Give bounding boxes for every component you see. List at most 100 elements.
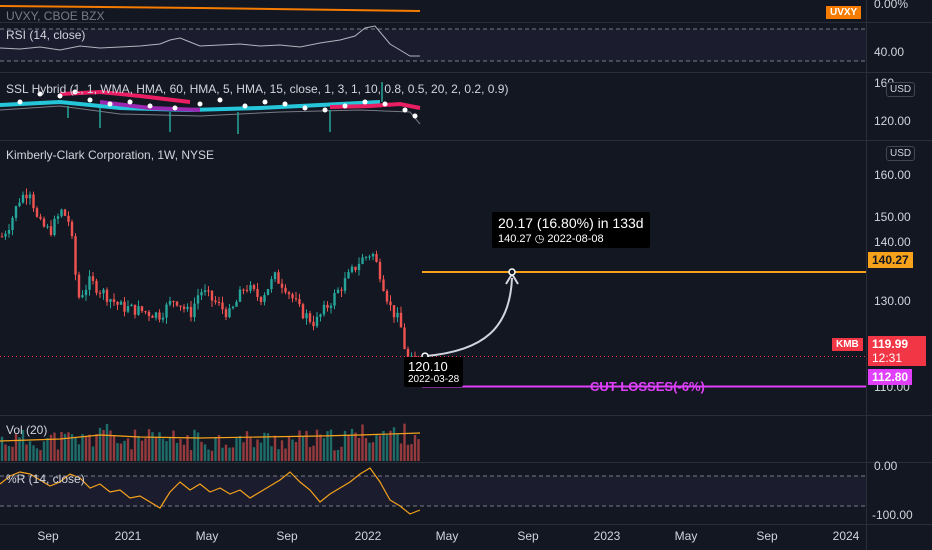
rsi-pane[interactable]: RSI (14, close) 40.00: [0, 22, 932, 72]
candle-body: [4, 233, 7, 237]
volume-bar: [39, 450, 42, 461]
volume-bar: [273, 435, 277, 461]
volume-bar: [256, 439, 259, 461]
volume-bar: [259, 442, 263, 461]
candle-body: [301, 304, 305, 319]
candle-body: [147, 311, 151, 316]
ssl-pane[interactable]: SSL Hybrid (1, 1, WMA, HMA, 60, HMA, 5, …: [0, 72, 932, 140]
candle-body: [350, 266, 354, 273]
candle-body: [231, 306, 235, 309]
candle-body: [280, 283, 284, 288]
uvxy-line: [0, 5, 421, 12]
candle-body: [319, 314, 322, 317]
volume-bar: [392, 427, 396, 461]
volume-bar: [378, 435, 382, 461]
wr-tick-0: 0.00: [874, 459, 898, 473]
volume-bar: [308, 447, 312, 461]
candle-body: [259, 297, 263, 302]
candle-body: [151, 315, 154, 318]
candle-body: [375, 253, 378, 262]
volume-bar: [67, 432, 70, 461]
volume-bar: [270, 446, 273, 461]
volume-bar: [126, 438, 130, 461]
volume-bar: [221, 447, 224, 461]
candle-body: [46, 226, 49, 228]
candle-body: [287, 292, 291, 295]
time-label: Sep: [37, 529, 59, 543]
volume-bar: [228, 447, 231, 461]
time-axis[interactable]: Sep 2021 May Sep 2022 May Sep 2023 May S…: [0, 524, 866, 550]
bar-countdown: 12:31: [872, 351, 903, 365]
volume-bar: [133, 429, 137, 461]
candle-body: [322, 304, 326, 315]
volume-bar: [375, 433, 378, 461]
price-axis[interactable]: [866, 0, 932, 550]
volume-bar: [158, 432, 161, 461]
candle-body: [224, 309, 228, 318]
candle-body: [364, 256, 368, 258]
time-label: Sep: [517, 529, 539, 543]
ssl-pane-title: SSL Hybrid (1, 1, WMA, HMA, 60, HMA, 5, …: [6, 82, 509, 96]
main-pane[interactable]: Kimberly-Clark Corporation, 1W, NYSE USD…: [0, 140, 932, 415]
volume-bar: [91, 446, 95, 461]
candle-body: [21, 194, 25, 203]
candle-body: [368, 256, 371, 258]
candle-body: [238, 289, 242, 302]
volume-bar: [53, 432, 56, 461]
candle-body: [133, 304, 137, 315]
candle-body: [263, 294, 266, 302]
candle-body: [126, 306, 130, 312]
volume-bar: [175, 442, 179, 461]
volume-bar: [249, 436, 252, 461]
measure-target-price: 140.27: [498, 233, 532, 245]
target-price-tag: 140.27: [868, 252, 913, 268]
williams-r-pane[interactable]: %R (14, close) 0.00 -100.00: [0, 459, 932, 524]
candle-body: [175, 301, 179, 306]
ssl-currency-badge[interactable]: USD: [886, 82, 916, 97]
volume-bar: [340, 446, 343, 461]
volume-ma-line: [0, 432, 421, 442]
entry-price: 120.10: [408, 359, 448, 374]
volume-bar: [147, 429, 151, 461]
volume-bar: [347, 434, 350, 461]
time-label: May: [195, 529, 219, 543]
candle-body: [109, 299, 112, 302]
volume-bar: [84, 436, 88, 461]
volume-bar: [238, 435, 242, 461]
volume-bar: [242, 442, 245, 461]
candle-body: [137, 306, 140, 315]
volume-bar: [235, 437, 238, 461]
candle-body: [189, 306, 193, 318]
volume-bar: [403, 423, 406, 461]
candle-body: [140, 306, 144, 312]
candle-body: [119, 301, 123, 305]
candle-body: [179, 305, 182, 307]
volume-bar: [60, 431, 63, 461]
candle-body: [266, 289, 270, 295]
volume-bar: [14, 433, 18, 461]
volume-bar: [189, 450, 193, 461]
volume-bar: [172, 430, 175, 461]
volume-bar: [32, 445, 35, 461]
volume-bar: [56, 449, 60, 461]
candle-body: [77, 274, 81, 298]
main-currency-badge[interactable]: USD: [886, 146, 916, 161]
volume-bar: [284, 448, 287, 461]
williams-r-chart: [0, 467, 866, 515]
candle-body: [392, 305, 396, 318]
main-tick-150: 150.00: [874, 210, 911, 224]
entry-tooltip: 120.10 2022-03-28: [404, 357, 464, 387]
main-tick-140: 140.00: [874, 235, 911, 249]
measure-arc: [424, 277, 513, 358]
volume-pane[interactable]: Vol (20): [0, 415, 932, 462]
candle-body: [312, 321, 315, 327]
candle-body: [357, 263, 361, 271]
volume-bar: [95, 434, 98, 461]
candle-body: [294, 298, 298, 300]
candle-body: [378, 261, 382, 280]
time-label: May: [435, 529, 459, 543]
candle-body: [336, 289, 340, 293]
volume-bar: [319, 434, 322, 461]
time-label: 2021: [114, 529, 142, 543]
candle-body: [14, 206, 18, 218]
